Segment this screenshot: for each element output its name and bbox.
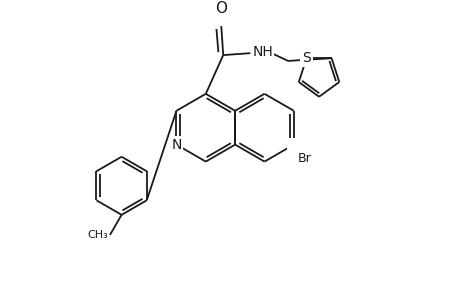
Text: NH: NH <box>252 45 273 59</box>
Text: O: O <box>215 2 227 16</box>
Text: S: S <box>302 51 310 65</box>
Text: Br: Br <box>297 152 311 165</box>
Text: CH₃: CH₃ <box>87 230 108 240</box>
Text: N: N <box>171 138 181 152</box>
